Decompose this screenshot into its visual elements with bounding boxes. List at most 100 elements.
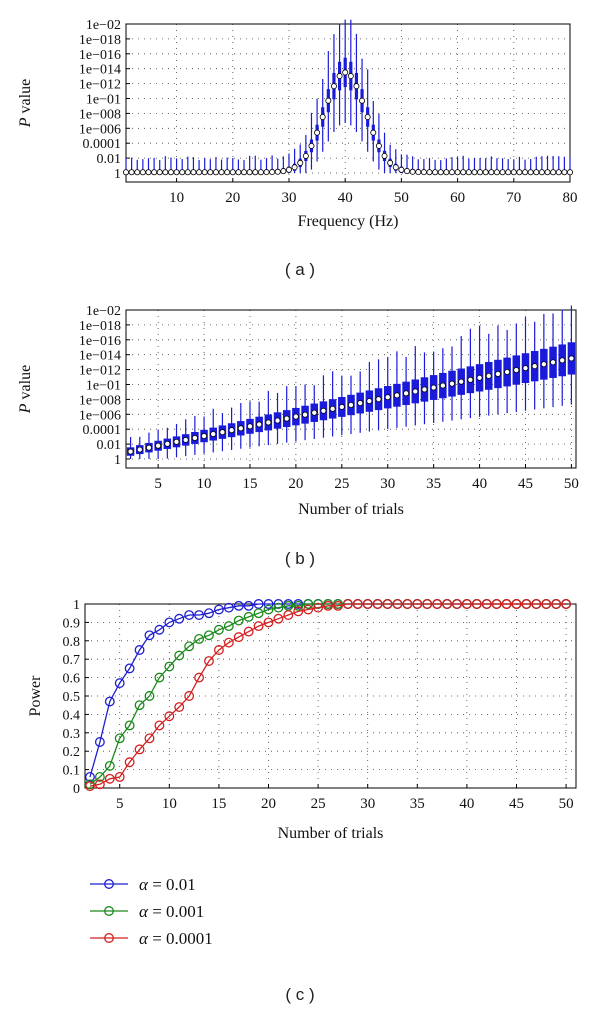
data-point	[134, 700, 145, 711]
y-tick-label: 1e−006	[79, 122, 121, 137]
median-marker	[269, 169, 276, 176]
data-point	[204, 630, 214, 641]
data-point	[273, 613, 284, 624]
data-point	[263, 599, 274, 609]
median-marker	[164, 440, 171, 447]
y-tick-label: 1e−012	[79, 78, 121, 93]
median-marker	[370, 129, 377, 136]
median-marker	[145, 169, 152, 176]
y-tick-label: 1e−01	[86, 379, 121, 394]
x-tick-label: 40	[472, 476, 487, 492]
data-point	[471, 599, 482, 609]
data-point	[194, 634, 205, 644]
data-point	[233, 632, 244, 643]
median-marker	[392, 164, 399, 171]
data-point	[263, 617, 274, 628]
x-tick-label: 10	[197, 476, 212, 492]
data-point	[332, 600, 343, 611]
y-tick-label: 1e−016	[79, 48, 121, 63]
x-tick-label: 10	[169, 190, 184, 206]
y-tick-label: 0.0001	[83, 137, 122, 152]
median-marker	[467, 376, 474, 383]
legend-label: α = 0.0001	[139, 929, 213, 948]
median-marker	[426, 169, 433, 176]
plot-frame	[125, 23, 571, 183]
median-marker	[353, 83, 360, 90]
median-marker	[127, 448, 134, 455]
data-point	[223, 602, 234, 613]
y-tick-label: 0.1	[63, 764, 81, 779]
median-marker	[567, 169, 574, 176]
y-axis-label: Power	[27, 675, 44, 717]
x-tick-label: 40	[459, 796, 474, 812]
data-point	[293, 606, 304, 617]
median-marker	[308, 142, 315, 149]
median-marker	[280, 168, 287, 175]
median-marker	[145, 444, 152, 451]
plot-frame	[125, 309, 577, 469]
y-tick-label: 0.01	[97, 152, 122, 167]
median-marker	[256, 421, 263, 428]
data-point	[501, 599, 512, 609]
median-marker	[499, 169, 506, 176]
median-marker	[155, 442, 162, 449]
median-marker	[173, 169, 180, 176]
data-point	[184, 641, 195, 652]
data-point	[124, 663, 135, 674]
data-point	[372, 599, 383, 609]
data-point	[303, 599, 314, 609]
median-marker	[224, 169, 231, 176]
median-marker	[531, 363, 538, 370]
median-marker	[302, 152, 309, 159]
median-marker	[404, 168, 411, 175]
x-tick-label: 10	[162, 796, 177, 812]
median-marker	[458, 378, 465, 385]
median-marker	[219, 429, 226, 436]
median-marker	[210, 431, 217, 438]
median-marker	[477, 169, 484, 176]
median-marker	[448, 169, 455, 176]
x-tick-label: 50	[394, 190, 409, 206]
data-point	[124, 720, 135, 731]
x-tick-label: 15	[211, 796, 226, 812]
y-axis-label: P value	[17, 365, 34, 414]
median-marker	[516, 169, 523, 176]
series-line-1	[89, 603, 567, 785]
median-marker	[449, 380, 456, 387]
data-point	[223, 621, 234, 632]
median-marker	[218, 169, 225, 176]
data-point	[164, 711, 175, 722]
median-marker	[314, 129, 321, 136]
median-marker	[387, 159, 394, 166]
data-point	[452, 599, 462, 609]
median-marker	[329, 405, 336, 412]
median-marker	[191, 434, 198, 441]
median-marker	[494, 370, 501, 377]
data-point	[144, 630, 155, 641]
data-point	[442, 599, 453, 609]
median-marker	[412, 388, 419, 395]
y-tick-label: 1e−02	[86, 18, 121, 33]
median-marker	[311, 409, 318, 416]
y-tick-label: 1e−014	[79, 349, 121, 364]
y-axis-label: P value	[17, 79, 34, 128]
data-point	[114, 733, 125, 744]
median-marker	[182, 436, 189, 443]
data-point	[243, 611, 254, 622]
legend-marker	[104, 906, 114, 916]
median-marker	[561, 169, 568, 176]
data-point	[85, 781, 95, 792]
median-marker	[513, 367, 520, 374]
median-marker	[338, 403, 345, 410]
y-tick-label: 0.01	[97, 438, 122, 453]
data-point	[134, 645, 145, 655]
data-point	[104, 696, 115, 707]
median-marker	[134, 169, 141, 176]
median-marker	[533, 169, 540, 176]
data-point	[204, 656, 214, 666]
median-marker	[246, 423, 253, 430]
x-tick-label: 80	[563, 190, 578, 206]
median-marker	[364, 114, 371, 121]
y-tick-label: 1e−02	[86, 304, 121, 319]
